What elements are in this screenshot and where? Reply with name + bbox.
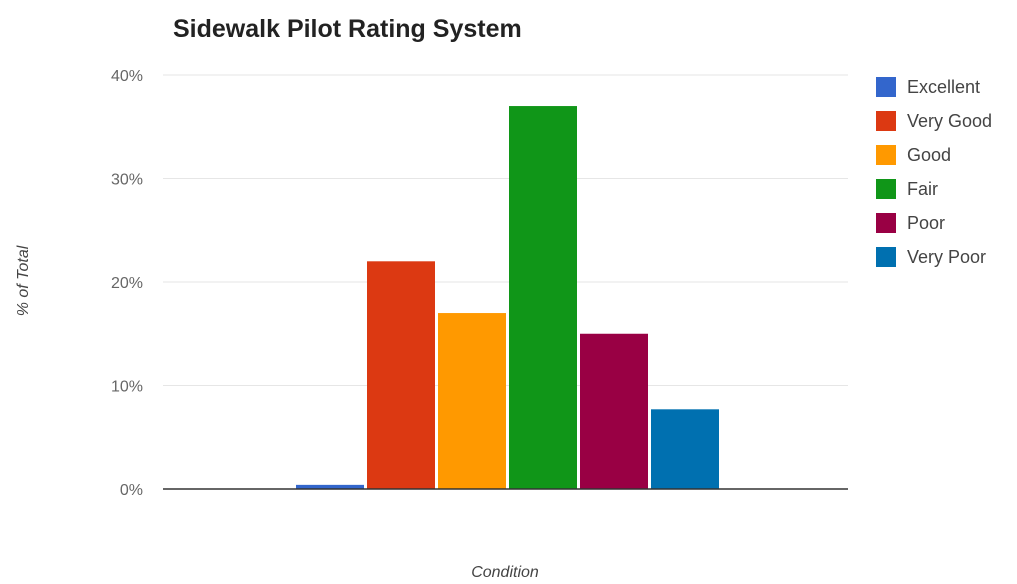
legend-swatch <box>876 213 896 233</box>
y-tick-labels: 0% 10% 20% 30% 40% <box>111 68 143 499</box>
legend-swatch <box>876 111 896 131</box>
y-tick-label: 10% <box>111 379 143 396</box>
legend-label: Very Good <box>907 111 992 131</box>
legend-label: Very Poor <box>907 247 986 267</box>
legend-label: Poor <box>907 213 945 233</box>
y-axis-title: % of Total <box>15 245 32 316</box>
legend-swatch <box>876 179 896 199</box>
bar-good <box>438 313 506 489</box>
bar-poor <box>580 333 648 489</box>
y-tick-label: 40% <box>111 68 143 85</box>
legend-swatch <box>876 145 896 165</box>
legend: Excellent Very Good Good Fair Poor Very Poor <box>876 77 992 267</box>
bar-very-good <box>367 261 435 489</box>
chart-title: Sidewalk Pilot Rating System <box>173 15 522 43</box>
legend-swatch <box>876 247 896 267</box>
x-axis-title: Condition <box>471 564 539 581</box>
legend-label: Good <box>907 145 951 165</box>
bar-excellent <box>296 484 364 489</box>
legend-label: Fair <box>907 179 938 199</box>
bars <box>296 106 719 490</box>
y-tick-label: 30% <box>111 172 143 189</box>
legend-label: Excellent <box>907 77 980 97</box>
y-tick-label: 0% <box>120 482 143 499</box>
y-tick-label: 20% <box>111 275 143 292</box>
bar-fair <box>509 106 577 490</box>
bar-very-poor <box>651 409 719 489</box>
legend-swatch <box>876 77 896 97</box>
